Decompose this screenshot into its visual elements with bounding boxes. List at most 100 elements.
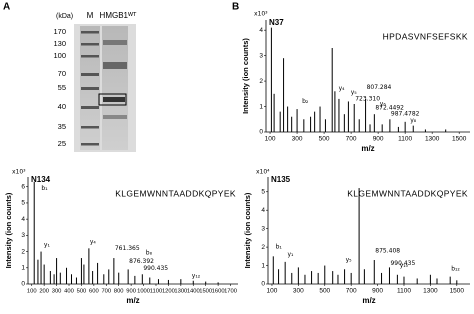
x-tick-label: 800 [114, 289, 124, 295]
y-tick-label: 0 [261, 281, 265, 288]
peak [53, 274, 55, 284]
peak-annotation: y₅ [351, 89, 358, 96]
x-tick-label: 1100 [398, 136, 412, 143]
x-tick-label: 900 [126, 289, 136, 295]
x-tick-label: 500 [319, 288, 330, 295]
x-tick-label: 300 [292, 136, 303, 143]
panel-label: B [232, 2, 239, 13]
peak-annotation: 876.392 [129, 258, 154, 265]
peak [358, 119, 360, 132]
x-tick-label: 1200 [162, 289, 175, 295]
peak [397, 126, 399, 132]
x-tick-label: 1300 [425, 136, 440, 143]
peak-annotation: 807.284 [367, 84, 392, 91]
peak [278, 269, 280, 284]
x-tick-label: 1600 [212, 289, 225, 295]
marker-label: 35 [58, 122, 66, 131]
peak [103, 274, 105, 284]
peak-annotation: y₁₂ [192, 272, 201, 279]
peak-annotation: b₁ [41, 185, 48, 192]
peak [314, 111, 316, 132]
y-tick-label: 2 [261, 244, 265, 251]
x-tick-label: 1100 [150, 289, 162, 295]
peak-annotation: y₈ [410, 117, 417, 124]
y-tick-label: 3 [261, 225, 265, 232]
peak [279, 111, 281, 132]
x-tick-label: 100 [267, 288, 278, 295]
marker-label: 25 [58, 139, 66, 148]
peak-annotation: y₅ [346, 257, 353, 264]
y-tick-label: 0 [259, 129, 263, 136]
peak [388, 267, 390, 284]
y-multiplier: x10⁴ [256, 169, 270, 176]
peak-annotation: y₁₀ [400, 262, 409, 269]
x-tick-label: 1500 [452, 136, 467, 143]
y-axis-label: Intensity (ion counts) [4, 192, 13, 268]
marker-label: 100 [53, 51, 66, 60]
peak [134, 275, 136, 284]
x-tick-label: 100 [265, 136, 276, 143]
x-tick-label: 1000 [137, 289, 150, 295]
peak [40, 251, 42, 284]
peak-annotation: 987.4782 [391, 111, 420, 118]
peak [49, 271, 51, 284]
x-tick-label: 600 [89, 289, 99, 295]
peak [344, 269, 346, 284]
chart-title: N134 [31, 175, 51, 184]
y-tick-label: 3 [21, 232, 25, 239]
peak [97, 262, 99, 284]
x-tick-label: 700 [101, 289, 111, 295]
y-tick-label: 4 [261, 207, 265, 214]
peak [70, 274, 72, 284]
x-tick-label: 1400 [187, 289, 200, 295]
peak [56, 258, 58, 284]
peak-annotation: y₁ [287, 251, 294, 258]
y-multiplier: x10³ [12, 169, 26, 176]
peak [343, 114, 345, 132]
x-tick-label: 400 [64, 289, 74, 295]
peak [412, 125, 414, 132]
peak-annotation: y₄ [90, 238, 97, 245]
peptide-sequence: KLGEMWNNTAADDKQPYEK [347, 188, 468, 198]
peak-annotation: 723.310 [355, 95, 380, 102]
peak [358, 188, 360, 284]
y-tick-label: 2 [259, 78, 263, 85]
peak-annotation: b₁ [276, 244, 283, 251]
peak [373, 260, 375, 284]
peak-annotation: b₂ [302, 98, 309, 105]
peak [396, 274, 398, 284]
peak [66, 267, 68, 284]
x-tick-label: 1300 [423, 288, 438, 295]
x-tick-label: 1500 [199, 289, 212, 295]
peak [363, 269, 365, 284]
peak-annotation: 875.408 [375, 247, 400, 254]
peak [416, 278, 418, 284]
peak [424, 129, 426, 132]
peak [319, 106, 321, 132]
peak [324, 119, 326, 132]
peak [381, 272, 383, 284]
peak [350, 272, 352, 284]
peak [389, 119, 391, 132]
peak [456, 280, 458, 284]
peak [347, 101, 349, 132]
peak [337, 274, 339, 284]
peak [205, 281, 207, 284]
marker-label: 55 [58, 83, 66, 92]
peak [445, 129, 447, 132]
gel-lane [102, 26, 128, 150]
marker-label: 170 [53, 27, 66, 36]
peak-annotation: b₈ [146, 250, 153, 257]
peak [310, 116, 312, 132]
peak [291, 116, 293, 132]
peak-annotation: y₄ [339, 85, 346, 92]
x-tick-label: 700 [346, 136, 357, 143]
peak [59, 272, 61, 284]
peak [297, 267, 299, 284]
peak [273, 93, 275, 132]
x-tick-label: 900 [372, 288, 383, 295]
panel-label: A [3, 2, 10, 13]
x-tick-label: 500 [319, 136, 330, 143]
x-axis-label: m/z [126, 296, 139, 305]
